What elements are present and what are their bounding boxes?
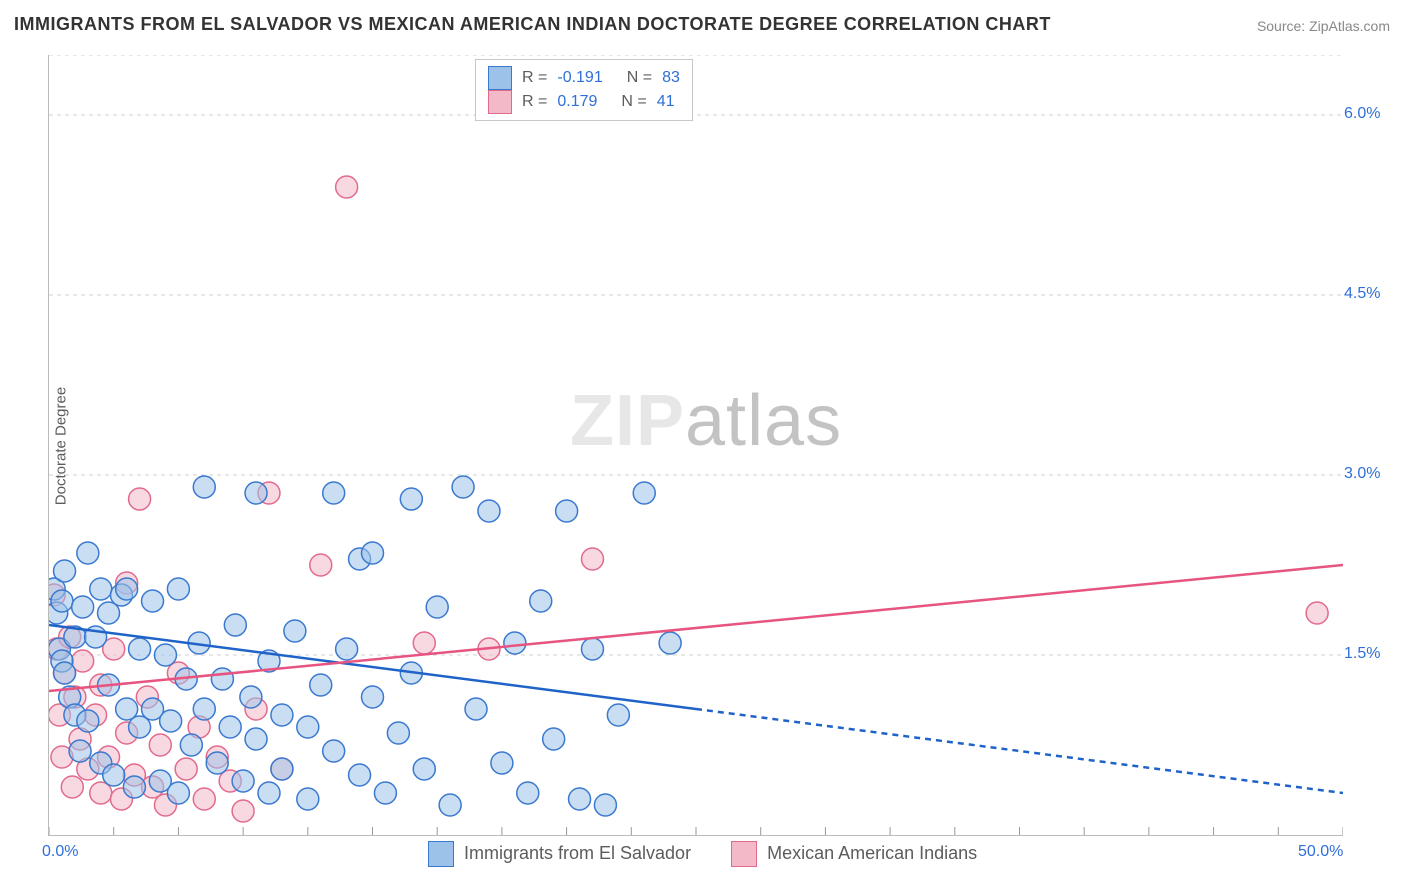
legend-item: Immigrants from El Salvador	[428, 841, 691, 867]
legend-label: Immigrants from El Salvador	[464, 843, 691, 863]
stat-key: N =	[627, 66, 652, 90]
legend-swatch	[488, 66, 512, 90]
stat-r-value: 0.179	[557, 90, 597, 114]
correlation-legend: R =-0.191N =83R =0.179N =41	[475, 59, 693, 121]
chart-container: IMMIGRANTS FROM EL SALVADOR VS MEXICAN A…	[0, 0, 1406, 892]
y-tick-label: 4.5%	[1344, 285, 1380, 303]
correlation-row: R = 0.179 N = 41	[488, 90, 680, 114]
x-axis-left-label: 0.0%	[42, 843, 78, 861]
stat-n-value: 83	[662, 66, 680, 90]
y-tick-label: 1.5%	[1344, 645, 1380, 663]
legend-swatch	[428, 841, 454, 867]
plot-area	[48, 55, 1343, 836]
y-tick-label: 3.0%	[1344, 465, 1380, 483]
stat-key: R =	[522, 90, 547, 114]
correlation-row: R = -0.191 N = 83	[488, 66, 680, 90]
stat-r-value: -0.191	[557, 66, 602, 90]
series-legend: Immigrants from El Salvador Mexican Ameri…	[428, 841, 977, 867]
stat-key: R =	[522, 66, 547, 90]
stat-key: N =	[621, 90, 646, 114]
legend-label: Mexican American Indians	[767, 843, 977, 863]
y-tick-label: 6.0%	[1344, 105, 1380, 123]
legend-swatch	[488, 90, 512, 114]
legend-item: Mexican American Indians	[731, 841, 977, 867]
chart-source: Source: ZipAtlas.com	[1257, 18, 1390, 34]
chart-title: IMMIGRANTS FROM EL SALVADOR VS MEXICAN A…	[14, 14, 1051, 35]
x-axis-right-label: 50.0%	[1298, 843, 1343, 861]
stat-n-value: 41	[657, 90, 675, 114]
legend-swatch	[731, 841, 757, 867]
